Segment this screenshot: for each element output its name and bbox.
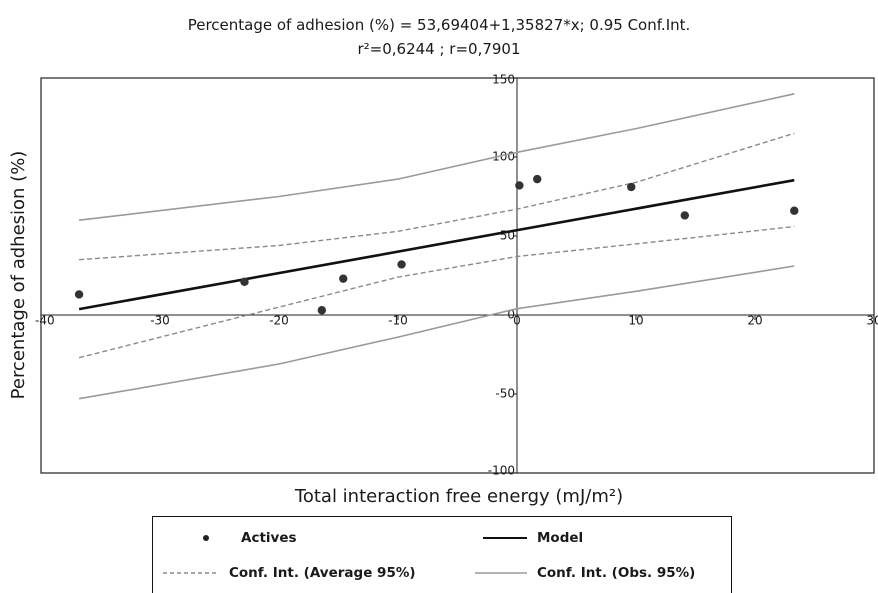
data-point (240, 277, 249, 287)
legend-line-conf-obs (475, 572, 527, 574)
x-axis-label: Total interaction free energy (mJ/m²) (294, 486, 623, 507)
data-point (317, 306, 327, 315)
legend: Actives Model Conf. Int. (Average 95%) C… (152, 516, 732, 593)
conf-obs-lower-line (78, 265, 795, 400)
legend-item-actives: Actives (203, 530, 297, 546)
legend-label-model: Model (537, 530, 584, 546)
x-tick-label: 30 (866, 314, 878, 328)
model-line (78, 178, 795, 311)
conf-avg-lower-line (78, 225, 795, 359)
legend-item-model: Model (483, 530, 583, 546)
conf-avg-upper-line (79, 132, 795, 261)
y-tick-label: 0 (507, 308, 515, 322)
legend-line-conf-avg (163, 572, 219, 574)
x-tick-label: -10 (388, 314, 408, 328)
legend-label-actives: Actives (241, 530, 297, 546)
data-point (339, 274, 348, 283)
chart-title: Percentage of adhesion (%) = 53,69404+1,… (187, 16, 691, 34)
data-point (533, 174, 542, 184)
plot-frame (40, 77, 875, 474)
legend-dot-marker (203, 535, 209, 541)
chart-subtitle: r²=0,6244 ; r=0,7901 (357, 40, 521, 58)
x-tick-label: -40 (35, 314, 55, 328)
data-point (74, 290, 84, 299)
y-tick-label: -50 (495, 387, 515, 401)
data-point (790, 206, 799, 215)
legend-label-conf-avg: Conf. Int. (Average 95%) (229, 565, 416, 581)
y-axis-label: Percentage of adhesion (%) (8, 151, 29, 400)
legend-item-conf-avg: Conf. Int. (Average 95%) (163, 565, 416, 581)
data-point (627, 182, 636, 192)
legend-line-model (483, 537, 527, 539)
legend-item-conf-obs: Conf. Int. (Obs. 95%) (475, 565, 695, 581)
legend-label-conf-obs: Conf. Int. (Obs. 95%) (537, 565, 696, 581)
x-tick-label: -30 (150, 314, 170, 328)
data-point (397, 260, 406, 269)
y-tick-label: 100 (492, 150, 515, 164)
data-point (680, 211, 689, 220)
y-tick-label: 150 (492, 73, 515, 87)
x-tick-label: 20 (747, 314, 762, 328)
data-point (515, 181, 524, 190)
x-tick-label: 10 (628, 314, 643, 328)
y-tick-label: -100 (488, 464, 515, 478)
x-tick-label: 0 (513, 314, 521, 328)
conf-obs-upper-line (79, 93, 795, 221)
x-tick-label: -20 (269, 314, 289, 328)
